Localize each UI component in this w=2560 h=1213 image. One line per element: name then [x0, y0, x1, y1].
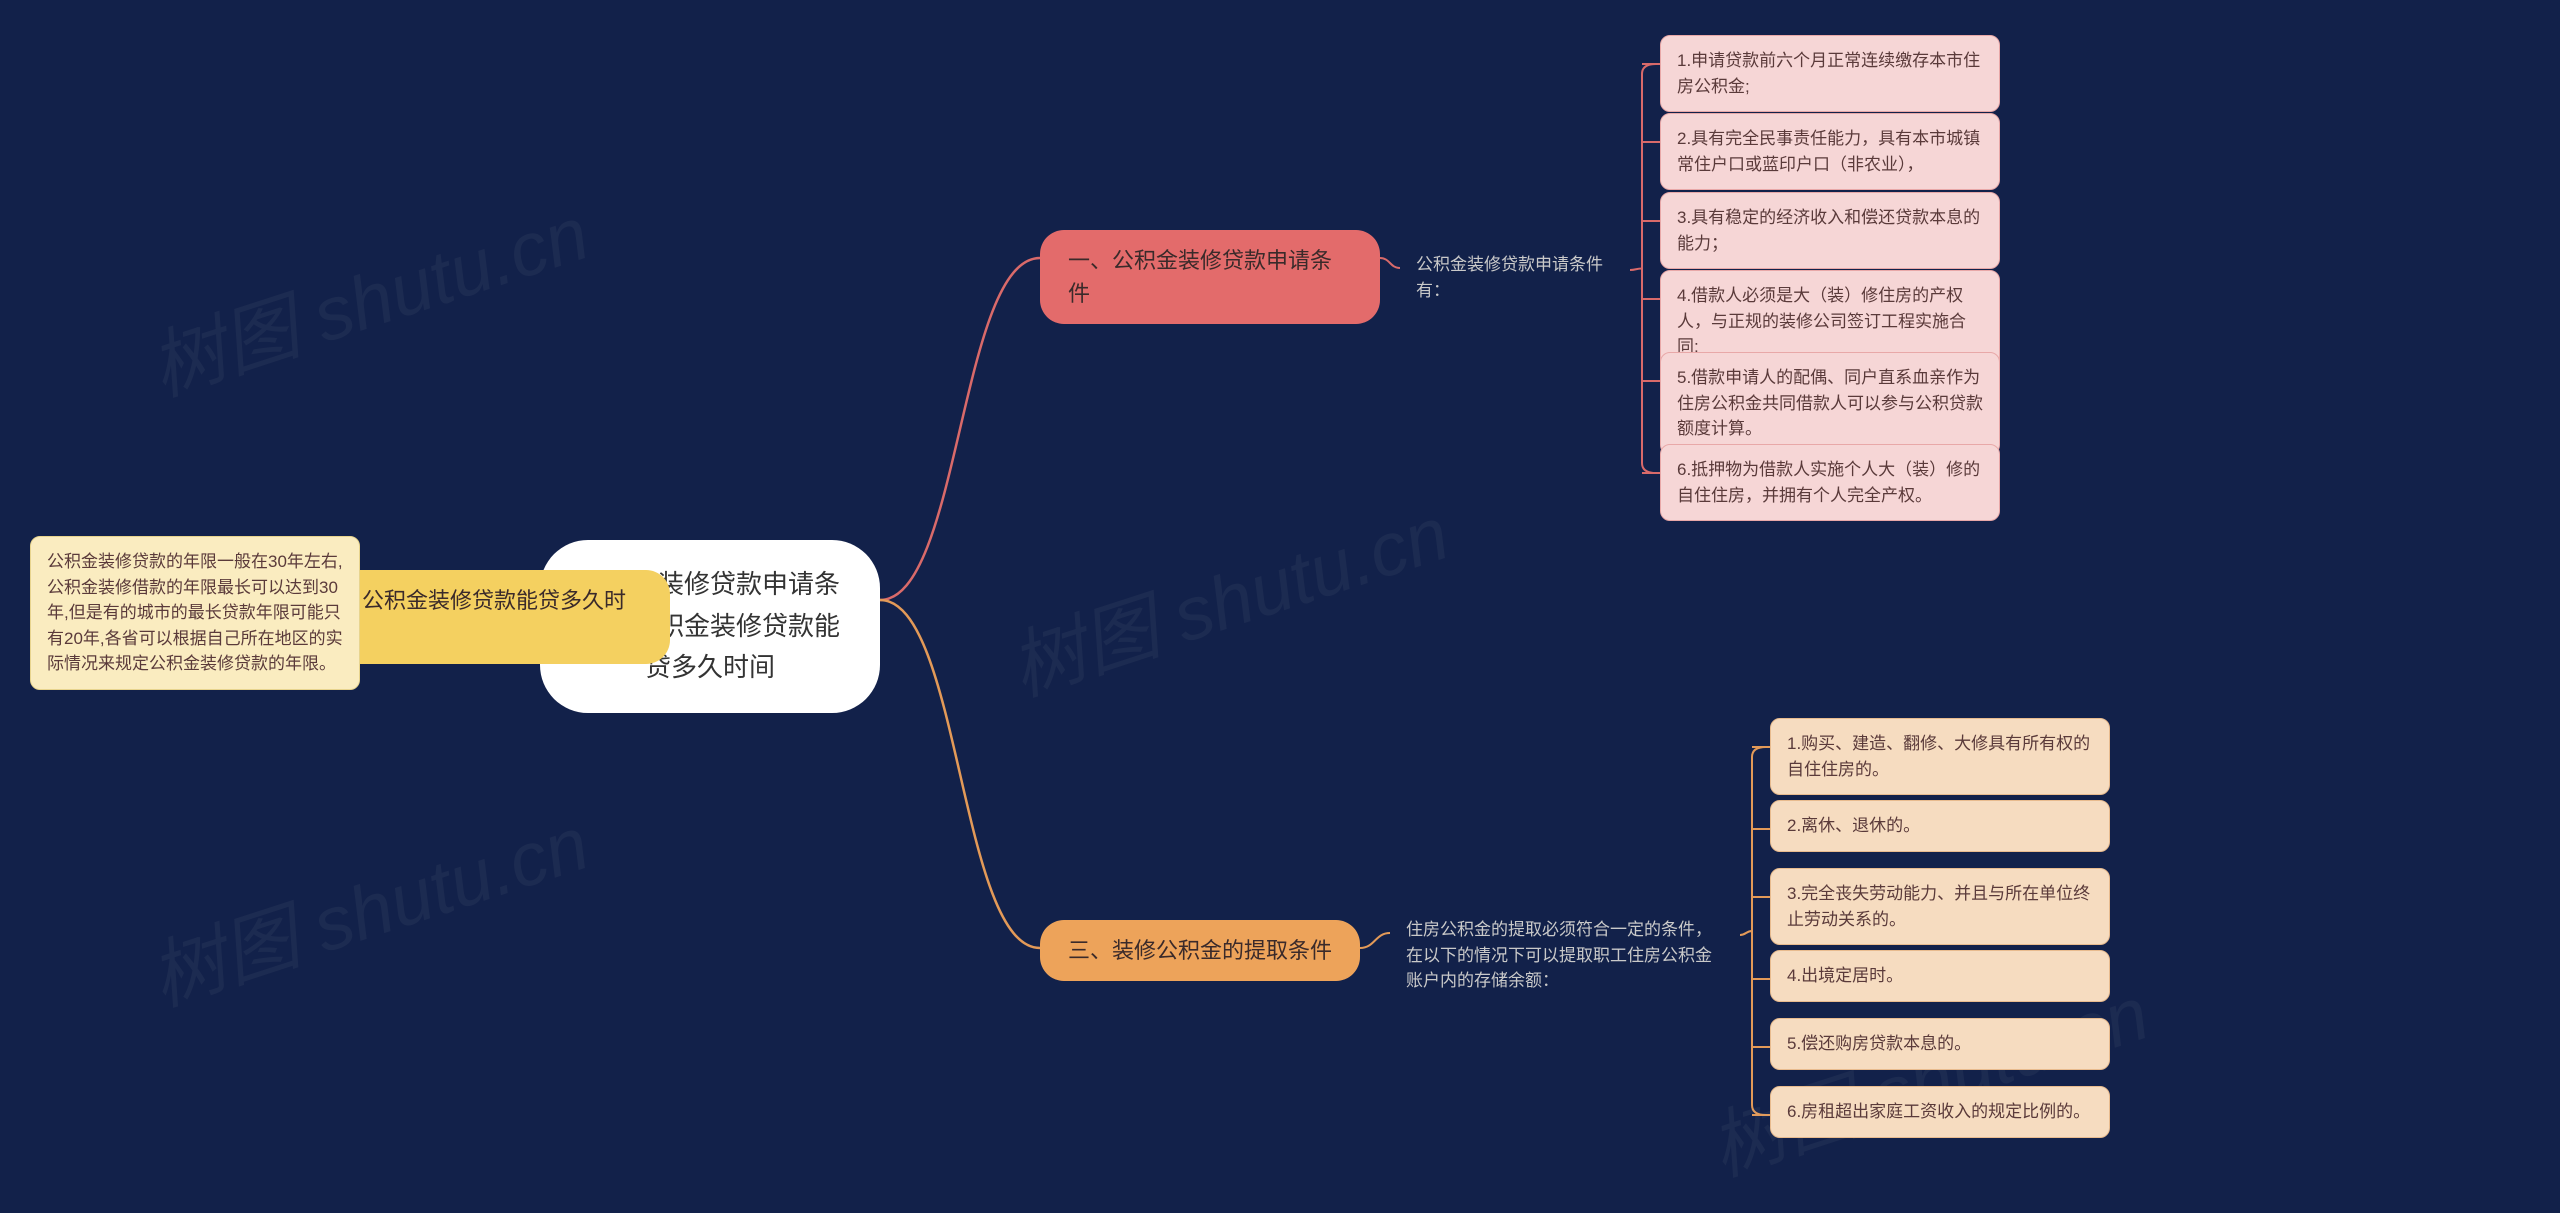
watermark: 树图 shutu.cn	[994, 472, 1460, 716]
branch-sublabel-b1: 公积金装修贷款申请条件有：	[1400, 240, 1630, 315]
leaf-b3-2: 3.完全丧失劳动能力、并且与所在单位终止劳动关系的。	[1770, 868, 2110, 945]
branch-sublabel-b3: 住房公积金的提取必须符合一定的条件，在以下的情况下可以提取职工住房公积金账户内的…	[1390, 905, 1740, 1006]
leaf-b1-1: 2.具有完全民事责任能力，具有本市城镇常住户口或蓝印户口（非农业），	[1660, 113, 2000, 190]
leaf-b3-4: 5.偿还购房贷款本息的。	[1770, 1018, 2110, 1070]
branch-b3: 三、装修公积金的提取条件	[1040, 920, 1360, 981]
leaf-b3-1: 2.离休、退休的。	[1770, 800, 2110, 852]
leaf-b1-5: 6.抵押物为借款人实施个人大（装）修的自住住房，并拥有个人完全产权。	[1660, 444, 2000, 521]
leaf-b3-3: 4.出境定居时。	[1770, 950, 2110, 1002]
branch-b1: 一、公积金装修贷款申请条件	[1040, 230, 1380, 324]
leaf-b1-4: 5.借款申请人的配偶、同户直系血亲作为住房公积金共同借款人可以参与公积贷款额度计…	[1660, 352, 2000, 455]
leaf-b3-0: 1.购买、建造、翻修、大修具有所有权的自住住房的。	[1770, 718, 2110, 795]
leaf-b1-0: 1.申请贷款前六个月正常连续缴存本市住房公积金;	[1660, 35, 2000, 112]
leaf-b2-0: 公积金装修贷款的年限一般在30年左右,公积金装修借款的年限最长可以达到30年,但…	[30, 536, 360, 690]
leaf-b1-2: 3.具有稳定的经济收入和偿还贷款本息的能力；	[1660, 192, 2000, 269]
leaf-b3-5: 6.房租超出家庭工资收入的规定比例的。	[1770, 1086, 2110, 1138]
watermark: 树图 shutu.cn	[134, 782, 600, 1026]
watermark: 树图 shutu.cn	[134, 172, 600, 416]
